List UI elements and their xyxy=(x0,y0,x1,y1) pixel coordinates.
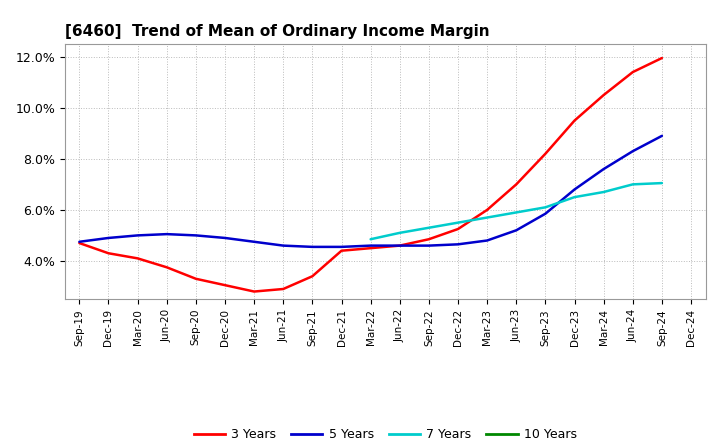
3 Years xyxy=(541,151,550,156)
5 Years xyxy=(250,239,258,244)
3 Years xyxy=(308,274,317,279)
3 Years xyxy=(220,282,229,288)
3 Years xyxy=(512,182,521,187)
3 Years xyxy=(629,70,637,75)
3 Years xyxy=(75,240,84,246)
7 Years xyxy=(366,237,375,242)
7 Years xyxy=(599,189,608,194)
7 Years xyxy=(425,225,433,231)
5 Years xyxy=(192,233,200,238)
3 Years xyxy=(425,237,433,242)
5 Years xyxy=(541,211,550,216)
5 Years xyxy=(395,243,404,248)
5 Years xyxy=(366,243,375,248)
7 Years xyxy=(454,220,462,225)
5 Years xyxy=(599,166,608,172)
3 Years xyxy=(133,256,142,261)
5 Years xyxy=(163,231,171,237)
Line: 5 Years: 5 Years xyxy=(79,136,662,247)
3 Years xyxy=(250,289,258,294)
5 Years xyxy=(220,235,229,241)
5 Years xyxy=(629,149,637,154)
Line: 7 Years: 7 Years xyxy=(371,183,662,239)
5 Years xyxy=(279,243,287,248)
7 Years xyxy=(629,182,637,187)
3 Years xyxy=(395,243,404,248)
3 Years xyxy=(163,264,171,270)
5 Years xyxy=(454,242,462,247)
3 Years xyxy=(599,92,608,98)
5 Years xyxy=(657,133,666,139)
3 Years xyxy=(279,286,287,292)
5 Years xyxy=(512,227,521,233)
7 Years xyxy=(541,205,550,210)
7 Years xyxy=(570,194,579,200)
5 Years xyxy=(308,244,317,249)
5 Years xyxy=(133,233,142,238)
Line: 3 Years: 3 Years xyxy=(79,58,662,292)
3 Years xyxy=(104,251,113,256)
3 Years xyxy=(657,55,666,61)
3 Years xyxy=(337,248,346,253)
Text: [6460]  Trend of Mean of Ordinary Income Margin: [6460] Trend of Mean of Ordinary Income … xyxy=(65,24,490,39)
5 Years xyxy=(337,244,346,249)
3 Years xyxy=(570,118,579,123)
3 Years xyxy=(192,276,200,282)
3 Years xyxy=(366,246,375,251)
5 Years xyxy=(425,243,433,248)
5 Years xyxy=(570,187,579,192)
3 Years xyxy=(454,226,462,231)
3 Years xyxy=(483,207,492,213)
5 Years xyxy=(483,238,492,243)
7 Years xyxy=(657,180,666,186)
7 Years xyxy=(395,230,404,235)
7 Years xyxy=(483,215,492,220)
5 Years xyxy=(75,239,84,244)
7 Years xyxy=(512,210,521,215)
Legend: 3 Years, 5 Years, 7 Years, 10 Years: 3 Years, 5 Years, 7 Years, 10 Years xyxy=(189,423,582,440)
5 Years xyxy=(104,235,113,241)
